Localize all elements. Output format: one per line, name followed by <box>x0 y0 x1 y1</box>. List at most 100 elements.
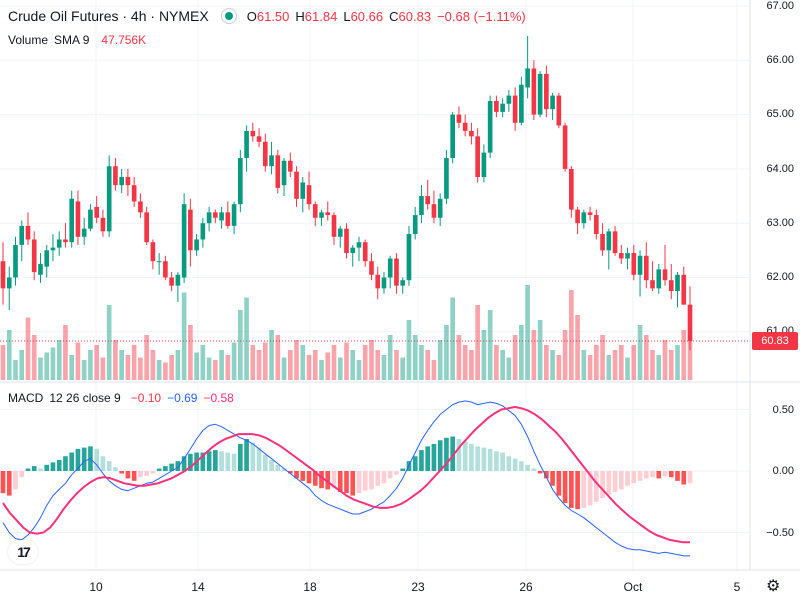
candle-body <box>0 261 6 289</box>
volume-bar <box>456 335 462 380</box>
macd-histogram-bar <box>131 471 137 481</box>
candle-body <box>106 166 112 232</box>
macd-histogram-bar <box>425 446 431 471</box>
candle-body <box>312 204 318 218</box>
macd-histogram-bar <box>94 448 100 471</box>
macd-histogram-bar <box>412 456 418 471</box>
candle-body <box>650 280 655 289</box>
macd-histogram-bar <box>188 453 193 471</box>
candle-body <box>437 198 443 218</box>
signal-line <box>2 406 690 544</box>
candle-body <box>362 242 368 262</box>
volume-label: Volume <box>8 33 49 47</box>
candle-body <box>325 212 331 216</box>
macd-histogram-bar <box>306 471 312 484</box>
tradingview-logo-icon[interactable]: 17 <box>8 540 38 564</box>
candle-body <box>131 185 137 202</box>
time-axis-label: 10 <box>89 580 103 594</box>
macd-legend[interactable]: MACD 12 26 close 9 −0.10 −0.69 −0.58 <box>8 391 240 405</box>
volume-bar <box>450 297 455 380</box>
volume-bar <box>169 355 174 380</box>
open-label: O <box>246 8 257 24</box>
volume-bar <box>369 340 374 380</box>
macd-histogram-bar <box>250 442 256 471</box>
volume-bar <box>531 330 537 380</box>
volume-bar <box>81 360 87 380</box>
volume-bar <box>269 330 274 380</box>
candle-body <box>100 217 106 232</box>
candle-body <box>625 253 630 259</box>
candle-body <box>450 114 455 159</box>
candle-body <box>13 244 18 278</box>
volume-bar <box>668 350 674 380</box>
volume-bar <box>219 350 224 380</box>
candle-body <box>668 280 674 292</box>
candle-body <box>381 277 387 289</box>
volume-bar <box>275 335 281 380</box>
candle-body <box>125 177 131 186</box>
low-label: L <box>343 8 351 24</box>
volume-bar <box>556 355 562 380</box>
volume-bar <box>519 325 524 380</box>
symbol-title[interactable]: Crude Oil Futures · 4h · NYMEX <box>8 8 209 24</box>
macd-histogram-bar <box>362 471 368 491</box>
volume-bar <box>194 352 199 380</box>
macd-histogram-bar <box>119 471 124 474</box>
low-value: 60.66 <box>350 8 384 24</box>
macd-histogram-bar <box>69 452 75 471</box>
volume-bar <box>643 335 649 380</box>
volume-bar <box>238 310 243 380</box>
candle-body <box>487 101 493 153</box>
gear-icon[interactable]: ⚙ <box>766 578 781 595</box>
volume-bar <box>181 292 187 380</box>
volume-bar <box>38 357 43 380</box>
macd-axis-label: 0.50 <box>772 404 794 416</box>
candle-body <box>63 239 68 243</box>
macd-histogram-bar <box>431 443 437 471</box>
candle-body <box>256 136 262 142</box>
volume-bar <box>381 355 387 380</box>
volume-bar <box>19 350 25 380</box>
macd-histogram-bar <box>312 471 318 486</box>
candle-body <box>188 209 193 251</box>
candle-body <box>319 212 324 218</box>
candle-body <box>475 136 480 178</box>
volume-bar <box>100 357 106 380</box>
volume-bar <box>362 345 368 380</box>
volume-bar <box>544 345 549 380</box>
time-axis-label: 18 <box>303 580 317 594</box>
macd-histogram-bar <box>531 468 537 471</box>
candle-body <box>444 158 449 199</box>
macd-histogram-bar <box>394 471 399 475</box>
volume-bar <box>394 350 399 380</box>
candle-body <box>275 155 281 188</box>
macd-histogram-bar <box>319 471 324 489</box>
volume-bar <box>575 315 580 380</box>
volume-bar <box>687 340 693 380</box>
volume-bar <box>681 330 687 380</box>
market-status-icon[interactable] <box>220 8 237 24</box>
macd-histogram-bar <box>356 471 362 494</box>
candle-body <box>431 204 437 218</box>
macd-histogram-bar <box>537 471 543 474</box>
candle-body <box>593 215 599 235</box>
high-label: H <box>295 8 305 24</box>
volume-bar <box>25 317 31 380</box>
candle-body <box>656 269 662 289</box>
volume-bar <box>75 342 81 380</box>
macd-axis-label: 0.00 <box>772 465 794 477</box>
macd-histogram-bar <box>300 471 306 481</box>
volume-legend[interactable]: Volume SMA 9 47.756K <box>8 33 152 47</box>
volume-bar <box>656 355 662 380</box>
candle-body <box>6 277 12 289</box>
volume-bar <box>612 350 618 380</box>
close-label: C <box>389 8 399 24</box>
volume-bar <box>306 355 312 380</box>
volume-bar <box>375 350 381 380</box>
volume-bar <box>244 297 249 380</box>
candle-body <box>287 160 293 172</box>
macd-histogram-bar <box>294 471 299 479</box>
macd-histogram-bar <box>0 471 6 494</box>
macd-histogram-bar <box>13 471 18 490</box>
